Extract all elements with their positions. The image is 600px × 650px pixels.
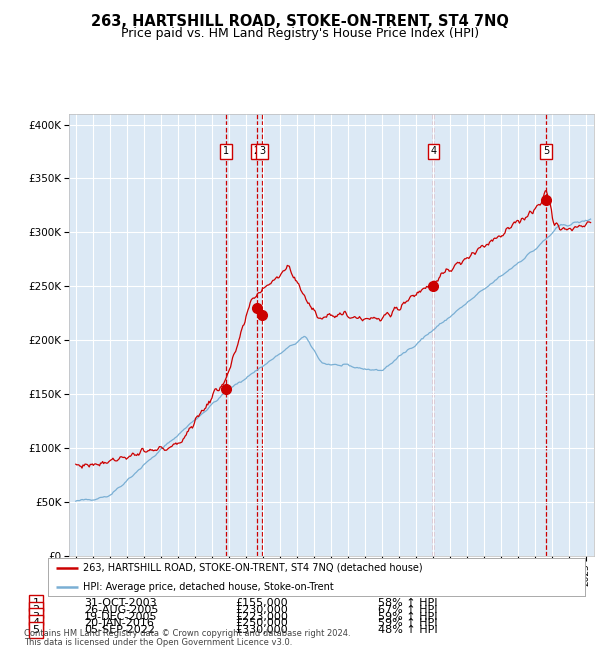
Text: 3: 3 <box>259 146 265 156</box>
Text: Price paid vs. HM Land Registry's House Price Index (HPI): Price paid vs. HM Land Registry's House … <box>121 27 479 40</box>
Text: 48% ↑ HPI: 48% ↑ HPI <box>378 625 437 635</box>
Text: 3: 3 <box>32 612 40 621</box>
Text: £230,000: £230,000 <box>235 604 288 615</box>
Text: 5: 5 <box>32 625 40 635</box>
Text: £250,000: £250,000 <box>235 618 288 629</box>
Text: 26-AUG-2005: 26-AUG-2005 <box>84 604 158 615</box>
Text: 263, HARTSHILL ROAD, STOKE-ON-TRENT, ST4 7NQ (detached house): 263, HARTSHILL ROAD, STOKE-ON-TRENT, ST4… <box>83 563 422 573</box>
Text: £155,000: £155,000 <box>235 598 288 608</box>
Text: 67% ↑ HPI: 67% ↑ HPI <box>378 604 437 615</box>
Text: 20-JAN-2016: 20-JAN-2016 <box>84 618 154 629</box>
Text: 31-OCT-2003: 31-OCT-2003 <box>84 598 157 608</box>
Text: 1: 1 <box>223 146 229 156</box>
Text: 2: 2 <box>32 604 40 615</box>
Text: 1: 1 <box>32 598 40 608</box>
Text: 59% ↑ HPI: 59% ↑ HPI <box>378 612 437 621</box>
Text: 2: 2 <box>254 146 260 156</box>
Text: 59% ↑ HPI: 59% ↑ HPI <box>378 618 437 629</box>
Text: 263, HARTSHILL ROAD, STOKE-ON-TRENT, ST4 7NQ: 263, HARTSHILL ROAD, STOKE-ON-TRENT, ST4… <box>91 14 509 29</box>
Text: 19-DEC-2005: 19-DEC-2005 <box>84 612 157 621</box>
Text: 4: 4 <box>32 618 40 629</box>
Text: 4: 4 <box>430 146 437 156</box>
Text: HPI: Average price, detached house, Stoke-on-Trent: HPI: Average price, detached house, Stok… <box>83 582 334 592</box>
Text: 05-SEP-2022: 05-SEP-2022 <box>84 625 155 635</box>
Text: 58% ↑ HPI: 58% ↑ HPI <box>378 598 437 608</box>
Text: £330,000: £330,000 <box>235 625 288 635</box>
Text: Contains HM Land Registry data © Crown copyright and database right 2024.: Contains HM Land Registry data © Crown c… <box>24 629 350 638</box>
Text: £223,000: £223,000 <box>235 612 288 621</box>
Text: 5: 5 <box>543 146 549 156</box>
Text: This data is licensed under the Open Government Licence v3.0.: This data is licensed under the Open Gov… <box>24 638 292 647</box>
